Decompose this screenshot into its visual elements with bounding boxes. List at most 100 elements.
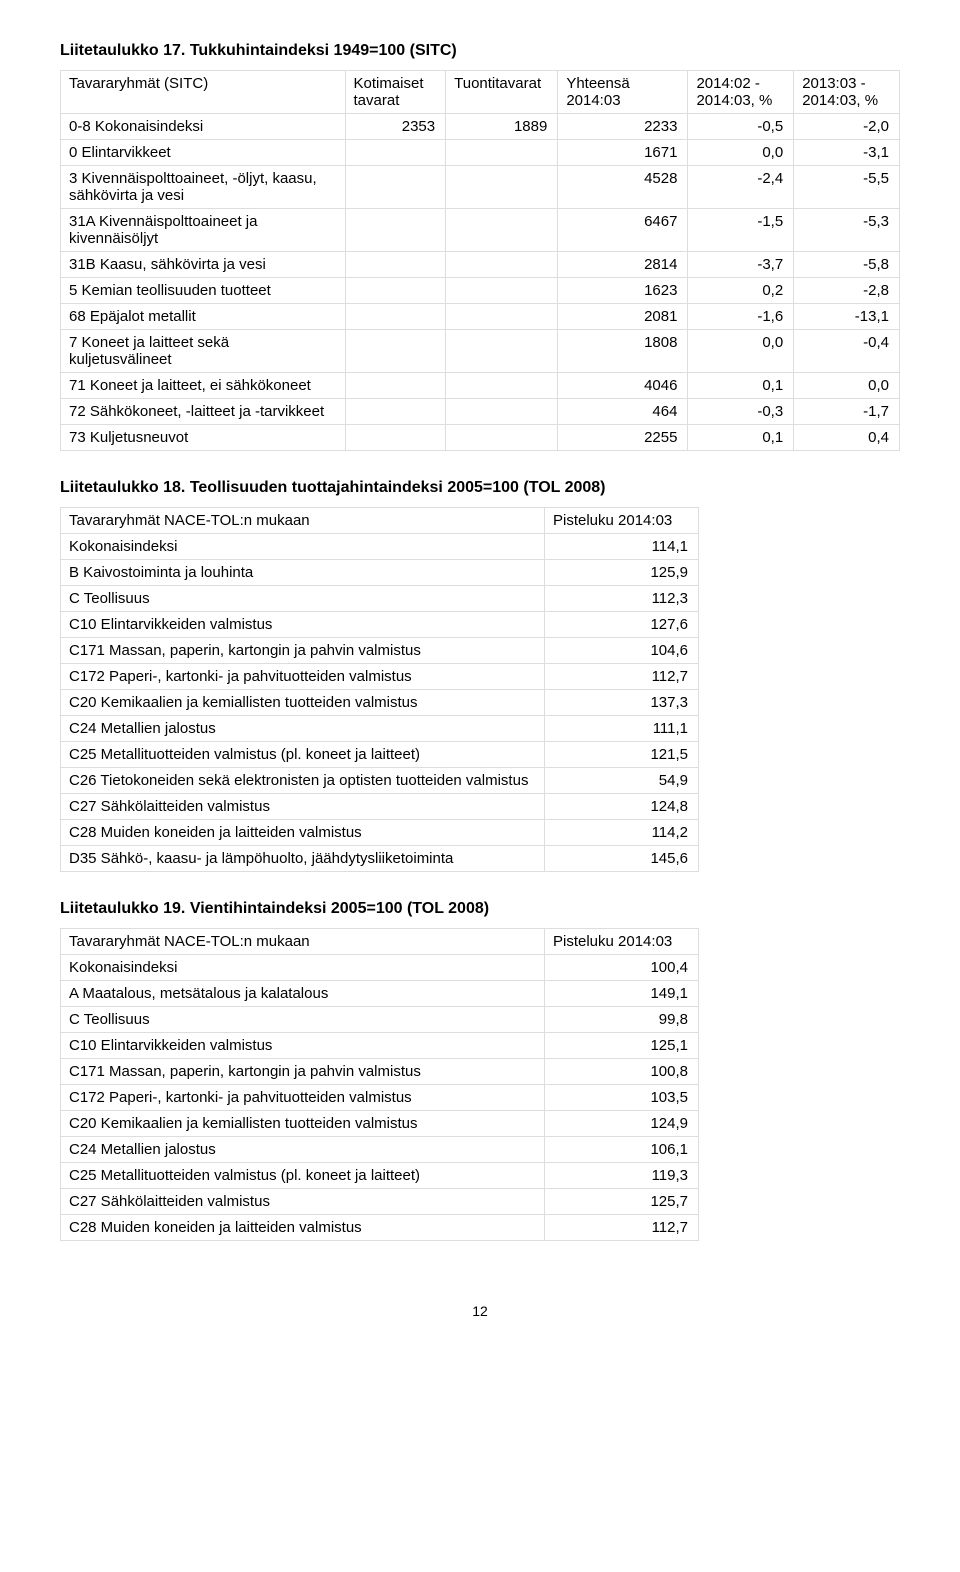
table19-header-row: Tavararyhmät NACE-TOL:n mukaan Pisteluku… (61, 929, 699, 955)
t17-h2: Kotimaiset tavarat (345, 71, 446, 114)
row-label: 3 Kivennäispolttoaineet, -öljyt, kaasu, … (61, 166, 346, 209)
row-value: 111,1 (545, 716, 699, 742)
row-value: 114,2 (545, 820, 699, 846)
row-value: 1623 (558, 278, 688, 304)
table-row: C172 Paperi-, kartonki- ja pahvituotteid… (61, 1085, 699, 1111)
row-value: -1,6 (688, 304, 794, 330)
row-value: 0,1 (688, 373, 794, 399)
table-row: 68 Epäjalot metallit2081-1,6-13,1 (61, 304, 900, 330)
table-row: C20 Kemikaalien ja kemiallisten tuotteid… (61, 1111, 699, 1137)
table-row: C25 Metallituotteiden valmistus (pl. kon… (61, 742, 699, 768)
row-label: C28 Muiden koneiden ja laitteiden valmis… (61, 1215, 545, 1241)
row-value: -0,4 (794, 330, 900, 373)
row-label: C24 Metallien jalostus (61, 1137, 545, 1163)
row-value: 1889 (446, 114, 558, 140)
table-row: 71 Koneet ja laitteet, ei sähkökoneet404… (61, 373, 900, 399)
row-label: C Teollisuus (61, 1007, 545, 1033)
row-label: C26 Tietokoneiden sekä elektronisten ja … (61, 768, 545, 794)
row-value (345, 425, 446, 451)
row-value (446, 252, 558, 278)
page-container: Liitetaulukko 17. Tukkuhintaindeksi 1949… (0, 0, 960, 1337)
row-value: -5,3 (794, 209, 900, 252)
table-row: C27 Sähkölaitteiden valmistus125,7 (61, 1189, 699, 1215)
row-value (345, 304, 446, 330)
row-label: Kokonaisindeksi (61, 955, 545, 981)
table-row: 7 Koneet ja laitteet sekä kuljetusväline… (61, 330, 900, 373)
row-value: -0,5 (688, 114, 794, 140)
row-label: C10 Elintarvikkeiden valmistus (61, 612, 545, 638)
row-value: -3,1 (794, 140, 900, 166)
row-value: 2353 (345, 114, 446, 140)
row-label: B Kaivostoiminta ja louhinta (61, 560, 545, 586)
row-value: 121,5 (545, 742, 699, 768)
row-value: -2,8 (794, 278, 900, 304)
row-value: 2255 (558, 425, 688, 451)
table-row: C20 Kemikaalien ja kemiallisten tuotteid… (61, 690, 699, 716)
row-value: -2,0 (794, 114, 900, 140)
row-value: 124,9 (545, 1111, 699, 1137)
row-value: 114,1 (545, 534, 699, 560)
table18-title: Liitetaulukko 18. Teollisuuden tuottajah… (60, 479, 900, 497)
t18-h1: Tavararyhmät NACE-TOL:n mukaan (61, 508, 545, 534)
row-label: 31A Kivennäispolttoaineet ja kivennäisöl… (61, 209, 346, 252)
table-row: C25 Metallituotteiden valmistus (pl. kon… (61, 1163, 699, 1189)
row-label: C24 Metallien jalostus (61, 716, 545, 742)
row-value (446, 373, 558, 399)
table-row: 0-8 Kokonaisindeksi235318892233-0,5-2,0 (61, 114, 900, 140)
row-value: 6467 (558, 209, 688, 252)
table-row: 73 Kuljetusneuvot22550,10,4 (61, 425, 900, 451)
t17-h3: Tuontitavarat (446, 71, 558, 114)
table-row: 0 Elintarvikkeet 16710,0-3,1 (61, 140, 900, 166)
row-label: D35 Sähkö-, kaasu- ja lämpöhuolto, jäähd… (61, 846, 545, 872)
row-value: -1,5 (688, 209, 794, 252)
row-label: A Maatalous, metsätalous ja kalatalous (61, 981, 545, 1007)
row-value (446, 304, 558, 330)
row-value (345, 166, 446, 209)
row-label: C20 Kemikaalien ja kemiallisten tuotteid… (61, 1111, 545, 1137)
row-value: 100,8 (545, 1059, 699, 1085)
t17-h6: 2013:03 - 2014:03, % (794, 71, 900, 114)
t19-h2: Pisteluku 2014:03 (545, 929, 699, 955)
row-value (345, 278, 446, 304)
row-label: 71 Koneet ja laitteet, ei sähkökoneet (61, 373, 346, 399)
row-label: C27 Sähkölaitteiden valmistus (61, 794, 545, 820)
table-row: Kokonaisindeksi114,1 (61, 534, 699, 560)
row-value: 0,4 (794, 425, 900, 451)
table-row: 5 Kemian teollisuuden tuotteet16230,2-2,… (61, 278, 900, 304)
table-row: Kokonaisindeksi100,4 (61, 955, 699, 981)
row-label: 7 Koneet ja laitteet sekä kuljetusväline… (61, 330, 346, 373)
row-value: 112,7 (545, 664, 699, 690)
t17-h1: Tavararyhmät (SITC) (61, 71, 346, 114)
row-value: -1,7 (794, 399, 900, 425)
table-row: C Teollisuus112,3 (61, 586, 699, 612)
row-value: -2,4 (688, 166, 794, 209)
row-value (345, 140, 446, 166)
table-row: C24 Metallien jalostus106,1 (61, 1137, 699, 1163)
table19-title: Liitetaulukko 19. Vientihintaindeksi 200… (60, 900, 900, 918)
row-value: 0,0 (688, 140, 794, 166)
row-label: 31B Kaasu, sähkövirta ja vesi (61, 252, 346, 278)
page-number: 12 (60, 1269, 900, 1337)
table-row: C171 Massan, paperin, kartongin ja pahvi… (61, 1059, 699, 1085)
row-label: 0 Elintarvikkeet (61, 140, 346, 166)
row-label: 0-8 Kokonaisindeksi (61, 114, 346, 140)
table17: Tavararyhmät (SITC) Kotimaiset tavarat T… (60, 70, 900, 451)
row-label: C171 Massan, paperin, kartongin ja pahvi… (61, 638, 545, 664)
row-value (446, 330, 558, 373)
row-label: C28 Muiden koneiden ja laitteiden valmis… (61, 820, 545, 846)
row-value: 137,3 (545, 690, 699, 716)
table-row: 72 Sähkökoneet, -laitteet ja -tarvikkeet… (61, 399, 900, 425)
row-label: C171 Massan, paperin, kartongin ja pahvi… (61, 1059, 545, 1085)
t17-h5: 2014:02 - 2014:03, % (688, 71, 794, 114)
row-value: 1671 (558, 140, 688, 166)
row-value (446, 166, 558, 209)
row-label: C Teollisuus (61, 586, 545, 612)
table-row: B Kaivostoiminta ja louhinta125,9 (61, 560, 699, 586)
row-label: C25 Metallituotteiden valmistus (pl. kon… (61, 1163, 545, 1189)
row-value (345, 252, 446, 278)
row-value (446, 278, 558, 304)
row-value: 1808 (558, 330, 688, 373)
table-row: C10 Elintarvikkeiden valmistus127,6 (61, 612, 699, 638)
row-label: 5 Kemian teollisuuden tuotteet (61, 278, 346, 304)
row-value: 54,9 (545, 768, 699, 794)
